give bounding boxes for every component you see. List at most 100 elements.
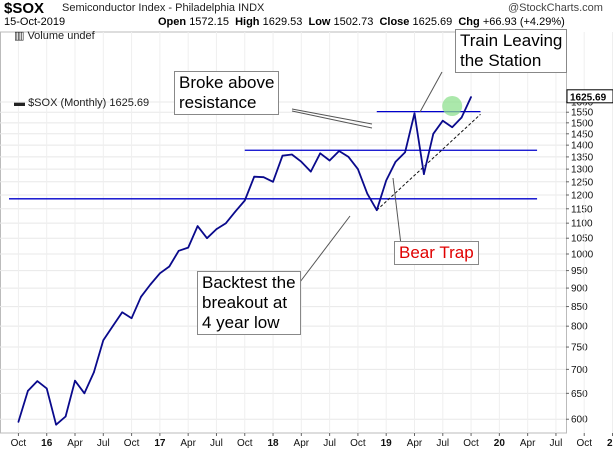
high-label: High xyxy=(235,16,260,28)
y-tick-label: 1550 xyxy=(571,108,594,119)
series-point xyxy=(309,170,312,173)
series-point xyxy=(225,222,227,224)
x-tick-label: Apr xyxy=(180,438,196,448)
series-point xyxy=(102,339,105,342)
series-point xyxy=(281,154,284,157)
series-point xyxy=(140,296,142,298)
y-tick-label: 1000 xyxy=(571,249,594,260)
stockcharts-watermark: @StockCharts.com xyxy=(508,2,603,14)
x-tick-label: 16 xyxy=(41,438,53,448)
open-label: Open xyxy=(158,16,187,28)
y-tick-label: 850 xyxy=(571,302,588,313)
legend-text: $SOX (Monthly) 1625.69 xyxy=(28,97,150,109)
x-tick-label: Oct xyxy=(124,438,140,448)
series-point xyxy=(262,176,265,178)
series-point xyxy=(243,199,246,202)
series-point xyxy=(121,311,123,314)
x-tick-label: Apr xyxy=(294,438,310,448)
low-value: 1502.73 xyxy=(333,16,374,28)
x-tick-label: 21 xyxy=(607,438,613,448)
pointer-broke xyxy=(291,108,373,125)
symbol-label: $SOX xyxy=(4,0,45,17)
dashed-trendline xyxy=(376,113,481,211)
y-tick-label: 800 xyxy=(571,322,588,333)
y-tick-label: 1200 xyxy=(571,191,594,202)
series-point xyxy=(272,181,274,183)
series-point xyxy=(55,423,57,426)
price-tag-box xyxy=(566,89,613,104)
series-point xyxy=(196,225,199,227)
y-tick-label: 1250 xyxy=(571,177,594,188)
series-point xyxy=(404,151,406,153)
series-point xyxy=(149,283,152,286)
series-point xyxy=(159,272,161,275)
pointer-train xyxy=(419,71,443,113)
x-tick-label: Apr xyxy=(520,438,536,448)
volume-label: ▥ Volume undef xyxy=(14,30,95,42)
series-point xyxy=(177,249,180,252)
series-point xyxy=(451,126,454,128)
x-tick-label: Apr xyxy=(67,438,83,448)
annotation-broke: Broke above resistance xyxy=(174,71,280,115)
y-tick-label: 950 xyxy=(571,266,588,277)
x-tick-label: Oct xyxy=(11,438,27,448)
x-tick-label: Jul xyxy=(436,438,449,448)
pointer-bear xyxy=(392,177,403,254)
series-point xyxy=(206,237,208,240)
x-tick-label: 17 xyxy=(154,438,166,448)
breakout-highlight xyxy=(442,96,463,117)
series-point xyxy=(83,392,86,395)
series-point xyxy=(366,192,369,195)
x-tick-label: 18 xyxy=(267,438,279,448)
y-tick-label: 1450 xyxy=(571,129,594,140)
annotation-bear-trap: Bear Trap xyxy=(394,241,479,265)
annotation-train: Train Leaving the Station xyxy=(455,29,568,73)
series-point xyxy=(17,421,20,423)
series-point xyxy=(215,228,218,230)
series-point xyxy=(36,380,39,382)
plot-frame xyxy=(0,31,567,434)
series-point xyxy=(319,152,321,155)
exchange-label: INDX xyxy=(238,2,265,14)
chg-label: Chg xyxy=(458,16,480,28)
x-tick-label: Oct xyxy=(576,438,592,448)
y-tick-label: 1350 xyxy=(571,152,594,163)
annotation-backtest: Backtest the breakout at 4 year low xyxy=(197,271,301,335)
series-point xyxy=(470,96,472,98)
x-tick-label: Oct xyxy=(350,438,366,448)
series-point xyxy=(74,379,76,382)
series-point xyxy=(27,390,29,392)
x-tick-label: 20 xyxy=(494,438,506,448)
close-label: Close xyxy=(379,16,410,28)
series-point xyxy=(432,132,435,135)
series-point xyxy=(300,160,303,163)
pointer-broke-2 xyxy=(291,110,373,129)
pointer-backtest xyxy=(299,215,351,283)
index-name: Semiconductor Index - Philadelphia INDX xyxy=(62,2,264,14)
y-tick-label: 600 xyxy=(571,415,588,426)
y-tick-label: 700 xyxy=(571,365,588,376)
y-tick-label: 1400 xyxy=(571,141,594,152)
y-tick-label: 750 xyxy=(571,343,588,354)
close-value: 1625.69 xyxy=(412,16,453,28)
series-point xyxy=(347,156,350,158)
series-point xyxy=(423,173,425,175)
x-tick-label: Jul xyxy=(210,438,223,448)
series-legend: ▬ $SOX (Monthly) 1625.69 xyxy=(14,97,150,109)
y-tick-label: 1150 xyxy=(571,204,593,215)
x-tick-label: Jul xyxy=(550,438,563,448)
x-tick-label: Oct xyxy=(237,438,253,448)
high-value: 1629.53 xyxy=(262,16,303,28)
y-tick-label: 1300 xyxy=(571,165,594,176)
price-tag-label: 1625.69 xyxy=(570,92,607,103)
chg-value: +66.93 (+4.29%) xyxy=(482,16,565,28)
ohlc-readout: Open 1572.15 High 1629.53 Low 1502.73 Cl… xyxy=(158,16,565,28)
series-point xyxy=(375,209,378,211)
series-point xyxy=(253,175,255,178)
series-point xyxy=(460,116,463,119)
low-label: Low xyxy=(308,16,331,28)
volume-text: Volume undef xyxy=(27,30,95,42)
series-point xyxy=(394,160,397,163)
series-point xyxy=(338,150,340,152)
series-point xyxy=(111,325,114,327)
